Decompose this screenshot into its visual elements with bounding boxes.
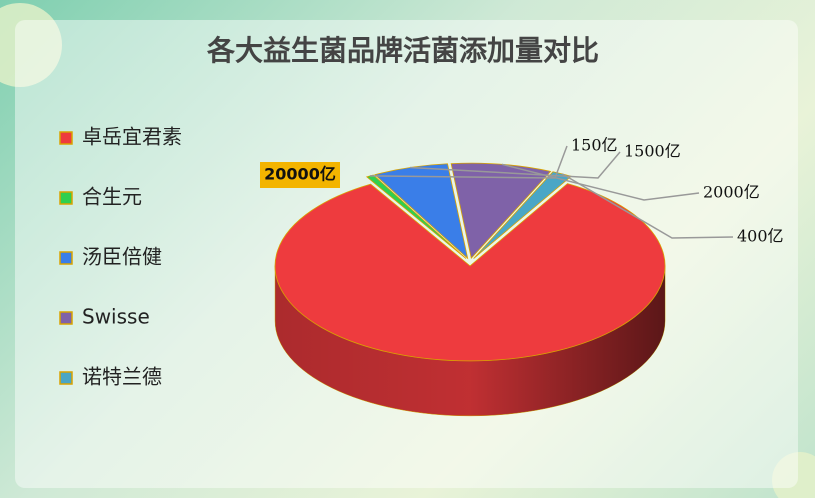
legend-swatch <box>59 251 73 265</box>
decor <box>0 3 62 87</box>
value-label: 400亿 <box>737 227 784 246</box>
value-label: 20000亿 <box>264 165 336 184</box>
legend-swatch <box>59 191 73 205</box>
legend-label: 合生元 <box>82 185 142 209</box>
value-label-box <box>260 162 340 188</box>
legend-swatch <box>59 371 73 385</box>
pie-slice <box>450 162 552 259</box>
pie-slice <box>274 183 666 362</box>
value-label: 1500亿 <box>624 142 681 161</box>
pie-side-shade <box>275 265 666 416</box>
chart-title: 各大益生菌品牌活菌添加量对比 <box>206 34 599 67</box>
value-labels: 20000亿 150亿 1500亿 2000亿 400亿 <box>260 136 784 246</box>
leader-line <box>561 173 734 239</box>
pie-tops <box>274 162 666 362</box>
legend-label: 汤臣倍健 <box>82 245 162 269</box>
legend-label: Swisse <box>82 305 150 329</box>
legend-swatch <box>59 311 73 325</box>
leader-line <box>410 151 621 179</box>
leader-line <box>501 163 700 201</box>
legend-label: 诺特兰德 <box>82 365 162 389</box>
decor <box>772 452 815 502</box>
value-label: 2000亿 <box>703 183 760 202</box>
value-label: 150亿 <box>571 136 618 155</box>
legend-swatch <box>59 131 73 145</box>
legend-label: 卓岳宜君素 <box>82 125 182 149</box>
